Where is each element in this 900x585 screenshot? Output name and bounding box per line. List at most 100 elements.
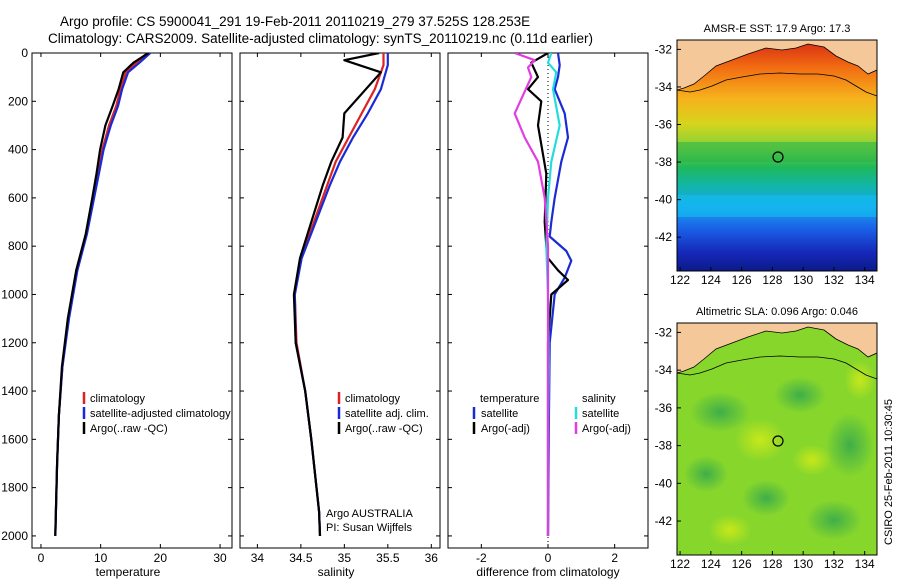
salinity-series-group — [292, 53, 389, 536]
sla-coastline — [677, 326, 877, 374]
sla-map-xtick-label: 126 — [732, 557, 752, 571]
salinity-xtick-label: 34.5 — [289, 551, 313, 565]
sst-map-xtick-label: 124 — [701, 273, 721, 287]
legend-header-temperature: temperature — [480, 393, 539, 405]
sst-map — [677, 40, 877, 271]
sla-map-ytick-label: -38 — [655, 439, 673, 453]
sla-map-ytick-label: -36 — [655, 401, 673, 415]
sst-map-frame — [676, 39, 878, 272]
csiro-timestamp: CSIRO 25-Feb-2011 10:30:45 — [883, 399, 895, 545]
temperature-panel-frame — [31, 52, 233, 549]
legend-label-satellite: satellite-adjusted climatology — [90, 408, 231, 420]
sla-blob — [684, 456, 728, 492]
legend-header-salinity: salinity — [582, 393, 616, 405]
sst-map-xtick-label: 134 — [855, 273, 875, 287]
depth-tick-label: 1600 — [1, 432, 28, 446]
sla-map-xtick-label: 132 — [824, 557, 844, 571]
pi-name-label: PI: Susan Wijffels — [326, 522, 412, 534]
sst-map-xtick-label: 132 — [824, 273, 844, 287]
sst-map-ytick-label: -40 — [655, 193, 673, 207]
sla-blob — [774, 377, 826, 413]
temperature-series-group — [54, 53, 151, 536]
legend-label-argo: Argo(..raw -QC) — [345, 423, 423, 435]
sla-land — [677, 323, 877, 373]
sst-map-ytick-label: -36 — [655, 118, 673, 132]
sla-map-title: Altimetric SLA: 0.096 Argo: 0.046 — [696, 306, 858, 318]
sla-map-xtick-label: 122 — [670, 557, 690, 571]
depth-tick-label: 0 — [21, 46, 28, 60]
legend-label-satellite: satellite adj. clim. — [345, 408, 429, 420]
sla-blob — [806, 500, 862, 540]
sst-map-ytick-label: -32 — [655, 42, 673, 56]
legend-label-sal-satellite: satellite — [582, 408, 619, 420]
depth-tick-label: 400 — [8, 143, 28, 157]
sst-land — [677, 40, 877, 90]
depth-tick-label: 1400 — [1, 384, 28, 398]
salinity-line-satellite-adj-clim — [293, 53, 389, 536]
depth-tick-label: 1800 — [1, 481, 28, 495]
temperature-legend: climatology satellite-adjusted climatolo… — [82, 392, 231, 435]
difference-line-temperature-satellite — [546, 53, 573, 536]
temperature-xtick-label: 10 — [94, 551, 108, 565]
difference-series-group — [513, 53, 573, 536]
legend-label-temp-argo: Argo(-adj) — [481, 423, 530, 435]
sst-depth-contour — [677, 72, 877, 97]
depth-tick-label: 200 — [8, 94, 28, 108]
sst-map-xtick-label: 128 — [762, 273, 782, 287]
sla-argo-marker — [772, 435, 784, 447]
sla-blob — [708, 514, 752, 546]
figure-title-line1: Argo profile: CS 5900041_291 19-Feb-2011… — [60, 14, 530, 29]
difference-xtick-label: 0 — [545, 551, 552, 565]
salinity-legend: climatology satellite adj. clim. Argo(..… — [326, 392, 429, 534]
temperature-xtick-label: 0 — [38, 551, 45, 565]
sst-coastline — [677, 43, 877, 91]
temperature-line-argo-raw-qc — [54, 53, 150, 536]
sst-argo-marker — [772, 151, 784, 163]
difference-xtick-label: -2 — [476, 551, 487, 565]
sst-map-ytick-label: -34 — [655, 80, 673, 94]
difference-line-temperature-argo-adj — [526, 53, 570, 536]
sst-map-xtick-label: 130 — [793, 273, 813, 287]
temperature-xtick-label: 20 — [154, 551, 168, 565]
sla-map-frame — [676, 322, 878, 556]
sst-map-xtick-label: 126 — [732, 273, 752, 287]
sla-map-xtick-label: 130 — [793, 557, 813, 571]
sla-map-ytick-label: -34 — [655, 363, 673, 377]
salinity-panel-frame — [239, 52, 441, 549]
legend-label-argo: Argo(..raw -QC) — [90, 423, 168, 435]
sla-map-ytick-label: -42 — [655, 514, 673, 528]
salinity-xtick-label: 36 — [425, 551, 439, 565]
sst-map-title: AMSR-E SST: 17.9 Argo: 17.3 — [704, 23, 851, 35]
sla-map-xtick-label: 128 — [762, 557, 782, 571]
sla-blob — [690, 392, 750, 432]
difference-line-salinity-argo-adj — [513, 53, 550, 536]
depth-tick-label: 600 — [8, 191, 28, 205]
depth-tick-label: 800 — [8, 239, 28, 253]
salinity-xtick-label: 34 — [251, 551, 265, 565]
sst-map-xtick-label: 122 — [670, 273, 690, 287]
depth-tick-label: 1000 — [1, 287, 28, 301]
difference-legend: temperature salinity satellite Argo(-adj… — [472, 393, 631, 435]
salinity-xtick-label: 35 — [338, 551, 352, 565]
temperature-line-climatology — [54, 53, 148, 536]
sla-blob — [742, 480, 790, 516]
legend-label-climatology: climatology — [90, 393, 146, 405]
temperature-xtick-label: 30 — [213, 551, 227, 565]
sst-map-ytick-label: -42 — [655, 230, 673, 244]
salinity-xtick-label: 35.5 — [376, 551, 400, 565]
temperature-line-satellite-adjusted-climatology — [54, 53, 151, 536]
lines-layer — [54, 53, 573, 536]
salinity-xlabel: salinity — [318, 565, 355, 579]
sst-map-ytick-label: -38 — [655, 155, 673, 169]
legend-label-sal-argo: Argo(-adj) — [582, 423, 631, 435]
sla-blob — [792, 444, 832, 476]
sla-blob — [844, 360, 876, 400]
sla-map-xtick-label: 124 — [701, 557, 721, 571]
depth-tick-label: 1200 — [1, 336, 28, 350]
map-ticks: 122 124 126 128 130 132 134 -32 -34 -36 -38 -40 -42 1… — [655, 42, 875, 571]
sla-map-ytick-label: -40 — [655, 476, 673, 490]
temperature-xlabel: temperature — [96, 565, 161, 579]
salinity-line-argo-raw-qc — [292, 53, 382, 536]
sla-blob — [826, 413, 874, 477]
